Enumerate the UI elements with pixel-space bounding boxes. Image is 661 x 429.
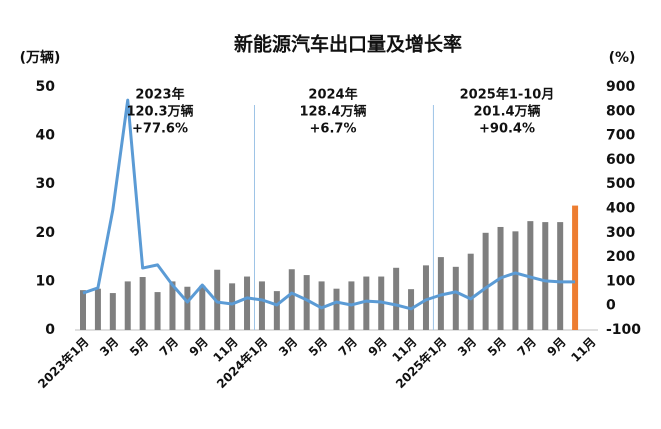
x-tick-label: 7月: [515, 335, 539, 359]
y-tick-label: 30: [36, 176, 56, 192]
bar: [303, 275, 310, 330]
x-tick-label: 7月: [336, 335, 360, 359]
y2-tick-label: 400: [606, 201, 635, 217]
annotation: +77.6%: [132, 122, 188, 137]
y2-tick-label: 700: [606, 128, 635, 144]
bar: [124, 281, 131, 330]
x-tick-label: 2023年1月: [34, 334, 91, 391]
y-axis-label: (万辆): [20, 49, 61, 66]
y-tick-label: 40: [36, 128, 56, 144]
bar: [452, 266, 459, 330]
bar: [244, 276, 251, 330]
bar: [109, 293, 116, 330]
bar: [139, 277, 146, 330]
annotation: 128.4万辆: [299, 104, 366, 120]
annotation: 2023年: [135, 87, 184, 103]
bar: [363, 276, 370, 330]
x-tick-label: 11月: [568, 335, 598, 365]
y-tick-label: 50: [36, 79, 56, 95]
y2-tick-label: 300: [606, 225, 635, 241]
bar: [467, 253, 474, 330]
x-tick-label: 9月: [544, 335, 568, 359]
y2-tick-label: -100: [606, 322, 641, 338]
x-tick-label: 5月: [306, 335, 330, 359]
bar: [169, 281, 176, 330]
bar: [154, 292, 161, 330]
bar: [318, 281, 325, 330]
bar: [422, 265, 429, 330]
y2-tick-label: 100: [606, 273, 635, 289]
bar: [393, 267, 400, 330]
x-tick-label: 9月: [187, 335, 211, 359]
y2-tick-label: 900: [606, 79, 635, 95]
line: [82, 98, 576, 311]
y2-tick-label: 600: [606, 152, 635, 168]
y2-tick-label: 500: [606, 176, 635, 192]
x-tick-label: 3月: [276, 335, 300, 359]
y-tick-label: 0: [45, 322, 55, 338]
bar: [572, 205, 579, 330]
annotation: +90.4%: [479, 122, 535, 137]
bar: [199, 285, 206, 330]
y-tick-label: 20: [36, 225, 56, 241]
bar: [184, 286, 191, 330]
x-tick-label: 3月: [455, 335, 479, 359]
bar: [482, 232, 489, 330]
bar: [229, 283, 236, 330]
bar: [94, 288, 101, 330]
x-tick-label: 9月: [366, 335, 390, 359]
annotation: 2025年1-10月: [460, 87, 555, 103]
bar: [258, 281, 265, 330]
y2-tick-label: 0: [606, 298, 616, 314]
bar: [542, 222, 549, 330]
annotation: 201.4万辆: [473, 104, 540, 120]
y2-axis-label: (%): [609, 50, 636, 66]
x-tick-label: 5月: [127, 335, 151, 359]
x-tick-label: 5月: [485, 335, 509, 359]
bar: [512, 231, 519, 330]
x-tick-label: 7月: [157, 335, 181, 359]
y2-tick-label: 200: [606, 249, 635, 265]
bar: [557, 222, 564, 330]
annotation: 120.3万辆: [126, 104, 193, 120]
annotation: 2024年: [308, 87, 357, 103]
y-tick-label: 10: [36, 273, 56, 289]
bar: [333, 288, 340, 330]
x-tick-label: 3月: [97, 335, 121, 359]
chart-title: 新能源汽车出口量及增长率: [234, 33, 462, 56]
bar: [288, 269, 295, 330]
annotation: +6.7%: [310, 122, 357, 137]
y2-tick-label: 800: [606, 103, 635, 119]
bar: [80, 290, 86, 330]
bar: [273, 291, 280, 330]
